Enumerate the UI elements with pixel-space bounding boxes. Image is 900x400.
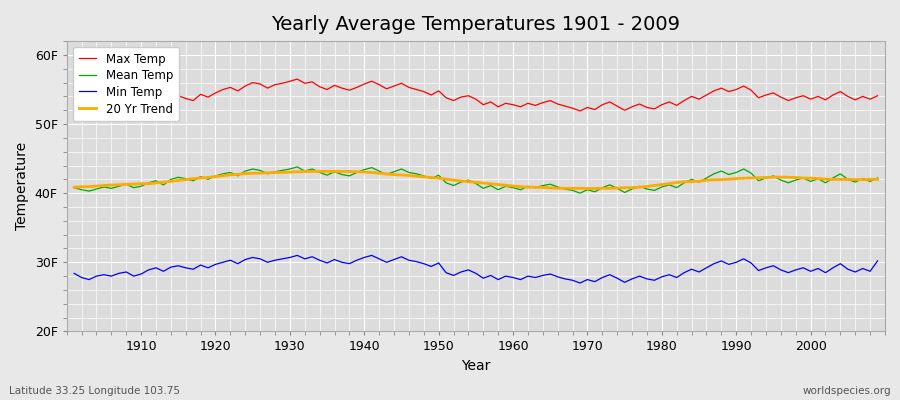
- Mean Temp: [872, 176, 883, 180]
- Legend: Max Temp, Mean Temp, Min Temp, 20 Yr Trend: Max Temp, Mean Temp, Min Temp, 20 Yr Tre…: [73, 47, 179, 122]
- Mean Temp: [612, 186, 623, 191]
- Max Temp: [872, 93, 883, 98]
- Min Temp: [129, 274, 140, 278]
- Min Temp: [515, 277, 526, 282]
- Min Temp: [872, 258, 883, 263]
- Line: Mean Temp: Mean Temp: [74, 167, 878, 193]
- Mean Temp: [292, 164, 302, 169]
- Min Temp: [68, 271, 79, 276]
- Max Temp: [612, 104, 623, 108]
- Mean Temp: [515, 187, 526, 192]
- Line: 20 Yr Trend: 20 Yr Trend: [74, 171, 878, 188]
- Min Temp: [344, 261, 355, 266]
- Text: Latitude 33.25 Longitude 103.75: Latitude 33.25 Longitude 103.75: [9, 386, 180, 396]
- 20 Yr Trend: [872, 177, 883, 182]
- 20 Yr Trend: [508, 184, 518, 188]
- Max Temp: [574, 108, 585, 113]
- Max Temp: [508, 102, 518, 107]
- Y-axis label: Temperature: Temperature: [15, 142, 29, 230]
- Max Temp: [292, 77, 302, 82]
- Text: worldspecies.org: worldspecies.org: [803, 386, 891, 396]
- Mean Temp: [508, 185, 518, 190]
- Line: Max Temp: Max Temp: [74, 79, 878, 111]
- 20 Yr Trend: [292, 170, 302, 174]
- Max Temp: [515, 104, 526, 109]
- 20 Yr Trend: [129, 182, 140, 186]
- 20 Yr Trend: [68, 185, 79, 190]
- Max Temp: [68, 100, 79, 104]
- Min Temp: [300, 256, 310, 261]
- Max Temp: [344, 88, 355, 92]
- 20 Yr Trend: [344, 169, 355, 174]
- Mean Temp: [129, 185, 140, 190]
- Min Temp: [612, 276, 623, 280]
- 20 Yr Trend: [515, 184, 526, 189]
- Min Temp: [292, 253, 302, 258]
- 20 Yr Trend: [582, 186, 593, 191]
- Max Temp: [300, 81, 310, 86]
- Mean Temp: [68, 185, 79, 190]
- Line: Min Temp: Min Temp: [74, 255, 878, 283]
- Mean Temp: [300, 169, 310, 174]
- Min Temp: [508, 275, 518, 280]
- 20 Yr Trend: [314, 169, 325, 174]
- 20 Yr Trend: [612, 186, 623, 190]
- Title: Yearly Average Temperatures 1901 - 2009: Yearly Average Temperatures 1901 - 2009: [272, 15, 680, 34]
- X-axis label: Year: Year: [461, 359, 491, 373]
- Max Temp: [129, 103, 140, 108]
- Min Temp: [574, 281, 585, 286]
- Mean Temp: [574, 191, 585, 196]
- Mean Temp: [344, 174, 355, 178]
